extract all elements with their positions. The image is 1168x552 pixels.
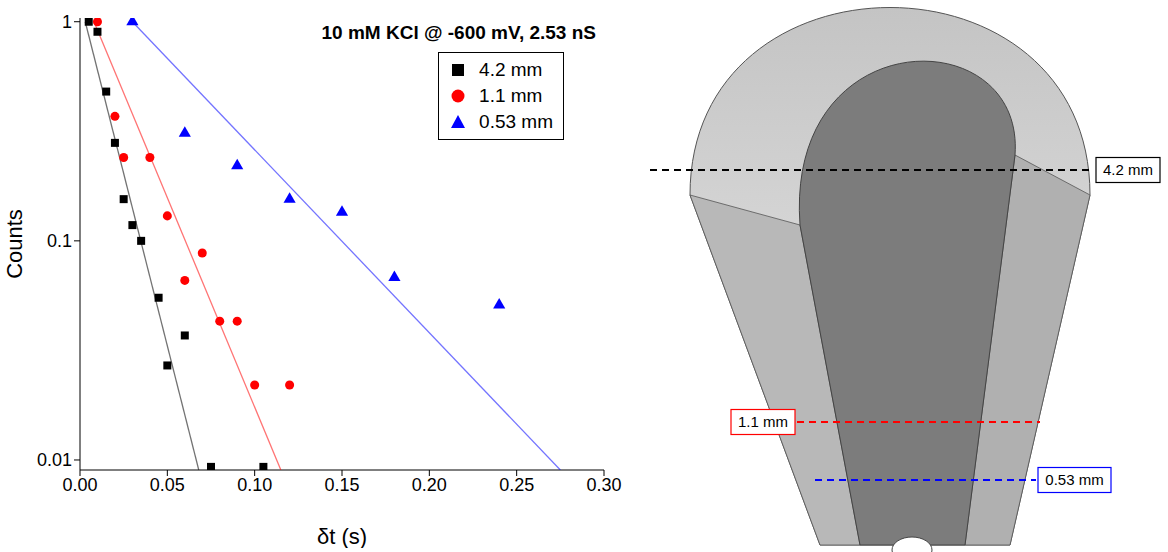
svg-text:0.25: 0.25: [499, 475, 534, 495]
svg-text:0.20: 0.20: [412, 475, 447, 495]
html-text:0.53 mm: 0.53 mm: [479, 111, 553, 132]
svg-text:0.1: 0.1: [47, 231, 72, 251]
svg-text:Counts: Counts: [2, 209, 27, 279]
svg-text:0.30: 0.30: [586, 475, 621, 495]
svg-text:δt (s): δt (s): [317, 524, 367, 548]
svg-text:4.2 mm: 4.2 mm: [1103, 161, 1153, 178]
svg-text:0.53 mm: 0.53 mm: [1045, 471, 1103, 488]
svg-text:0.15: 0.15: [324, 475, 359, 495]
svg-text:0.10: 0.10: [237, 475, 272, 495]
html-text:10 mM KCl @ -600 mV, 2.53 nS: 10 mM KCl @ -600 mV, 2.53 nS: [321, 22, 596, 43]
svg-text:1.1 mm: 1.1 mm: [738, 413, 788, 430]
svg-text:0.01: 0.01: [37, 450, 72, 470]
svg-text:1: 1: [62, 12, 72, 32]
svg-text:0.05: 0.05: [150, 475, 185, 495]
html-text:1.1 mm: 1.1 mm: [479, 85, 543, 106]
html-text:4.2 mm: 4.2 mm: [479, 59, 543, 80]
svg-text:0.00: 0.00: [62, 475, 97, 495]
